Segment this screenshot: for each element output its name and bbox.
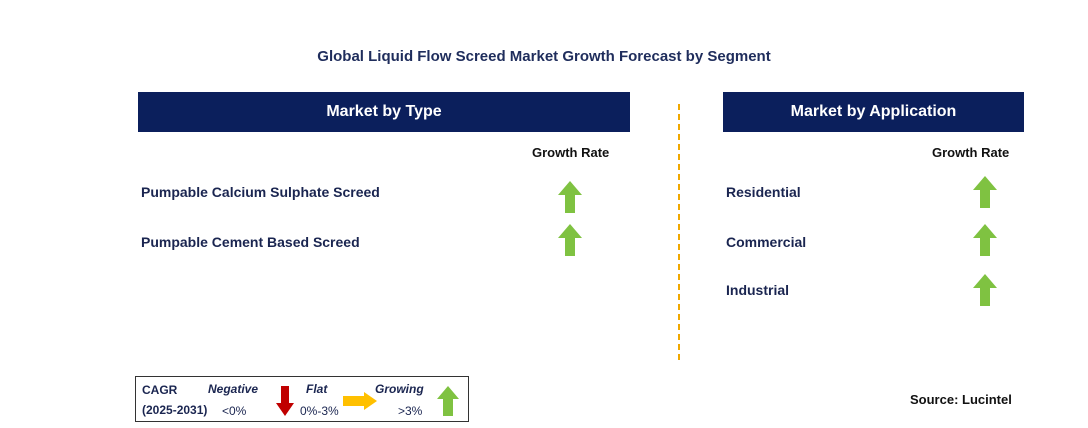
market-by-type-header-label: Market by Type (326, 103, 442, 120)
right-growth-rate-label: Growth Rate (932, 145, 1010, 160)
market-by-application-header: Market by Application (723, 92, 1024, 132)
arrow-right-icon (343, 392, 377, 410)
legend-cagr-label: CAGR (142, 383, 178, 397)
type-item-cement-based: Pumpable Cement Based Screed (141, 234, 360, 250)
legend-negative-label: Negative (208, 382, 259, 396)
market-by-type-header: Market by Type (138, 92, 630, 132)
type-item-calcium-sulphate: Pumpable Calcium Sulphate Screed (141, 184, 380, 200)
source-note: Source: Lucintel (910, 392, 1012, 407)
left-growth-rate-label: Growth Rate (532, 145, 610, 160)
legend-flat-range: 0%-3% (300, 404, 339, 418)
market-by-application-header-label: Market by Application (790, 103, 957, 120)
arrow-up-icon (437, 386, 459, 416)
cagr-legend: CAGR (2025-2031) Negative <0% Flat 0%-3%… (135, 376, 469, 422)
arrow-up-icon (973, 274, 997, 306)
legend-growing-range: >3% (398, 404, 423, 418)
arrow-up-icon (973, 176, 997, 208)
arrow-up-icon (973, 224, 997, 256)
legend-period: (2025-2031) (142, 403, 208, 417)
arrow-down-icon (276, 386, 294, 416)
legend-growing-label: Growing (375, 382, 424, 396)
panel-divider (678, 104, 680, 360)
legend-flat-label: Flat (306, 382, 328, 396)
arrow-up-icon (558, 224, 582, 256)
legend-negative-range: <0% (222, 404, 247, 418)
arrow-up-icon (558, 181, 582, 213)
chart-title: Global Liquid Flow Screed Market Growth … (317, 48, 771, 65)
application-item-industrial: Industrial (726, 282, 790, 298)
application-item-residential: Residential (726, 184, 801, 200)
application-item-commercial: Commercial (726, 234, 807, 250)
